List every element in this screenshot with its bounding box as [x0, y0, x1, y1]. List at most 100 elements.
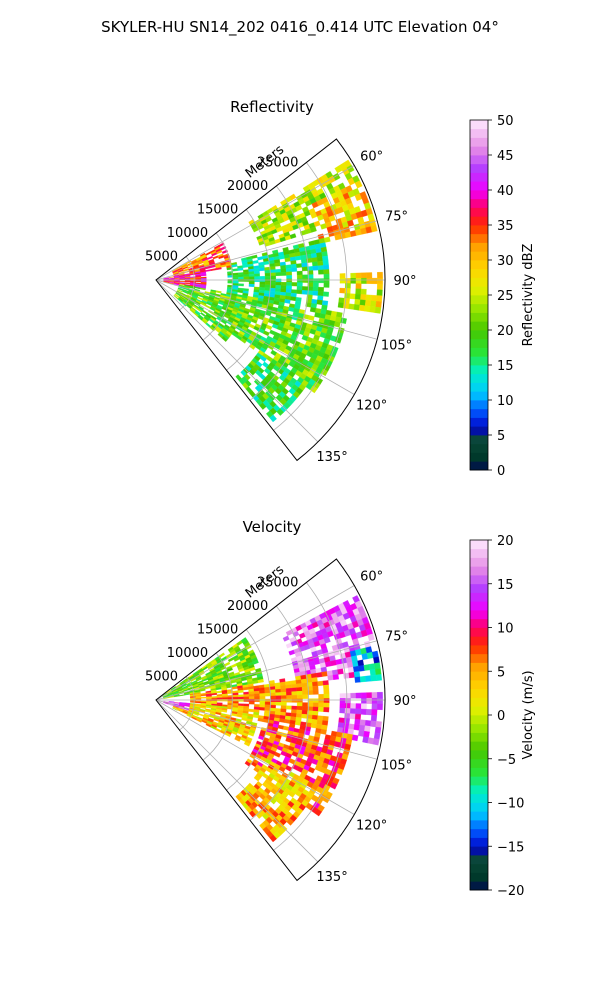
echo-cell-663 [366, 709, 372, 716]
echo-cell-536 [344, 283, 351, 289]
azimuth-gridline-4 [155, 279, 355, 395]
echo-cell-751 [343, 722, 350, 729]
echo-cell-433 [312, 265, 319, 271]
echo-cell-474 [286, 275, 293, 280]
echo-cell-750 [337, 722, 345, 729]
echo-cell-570 [318, 693, 325, 699]
echo-cell-505 [313, 278, 319, 283]
echo-cell-533 [232, 694, 239, 698]
echo-cell-430 [291, 267, 298, 272]
figure-title: SKYLER-HU SN14_202 0416_0.414 UTC Elevat… [101, 18, 499, 37]
echo-cell-1213 [269, 797, 277, 805]
azimuth-gridline-3 [155, 279, 378, 340]
echo-cell-566 [286, 695, 293, 700]
colorbar-tick-label: −15 [497, 840, 524, 855]
echo-cell-506 [318, 278, 325, 284]
sector-frame [155, 558, 386, 882]
echo-cell-749 [308, 315, 315, 321]
echo-cell-954 [263, 330, 270, 337]
echo-cell-555 [302, 286, 308, 291]
azimuth-tick-label: 135° [316, 870, 347, 885]
echo-field [162, 595, 383, 843]
echo-cell-586 [349, 293, 356, 300]
colorbar-swatch [470, 662, 488, 672]
echo-cell-538 [259, 693, 266, 697]
echo-cell-514 [371, 277, 378, 285]
echo-cell-588 [360, 294, 367, 301]
azimuth-tick-label: 60° [360, 150, 383, 165]
echo-cell-497 [317, 680, 324, 686]
echo-cell-636 [195, 701, 202, 704]
echo-cell-1085 [234, 736, 241, 742]
echo-cell-306 [257, 256, 264, 261]
colorbar-swatch [470, 548, 488, 558]
colorbar-swatch [470, 688, 488, 698]
colorbar-swatch [470, 758, 488, 768]
echo-cell-621 [280, 702, 287, 706]
colorbar-swatch [470, 566, 488, 576]
colorbar-swatch [470, 347, 488, 357]
echo-cell-515 [269, 689, 276, 694]
echo-cell-524 [248, 281, 255, 285]
colorbar-swatch [470, 365, 488, 375]
echo-cell-502 [370, 674, 377, 682]
echo-cell-816 [351, 734, 359, 742]
colorbar-swatch [470, 846, 488, 856]
echo-cell-819 [372, 738, 380, 746]
echo-cell-277 [251, 254, 258, 259]
azimuth-gridline-3 [155, 699, 378, 760]
echo-cell-423 [248, 271, 255, 275]
echo-cell-664 [371, 709, 378, 716]
echo-cell-86 [224, 661, 231, 667]
echo-cell-555 [222, 697, 228, 700]
echo-cell-593 [270, 698, 276, 703]
echo-cell-498 [322, 680, 329, 686]
echo-cell-451 [275, 272, 282, 276]
echo-cell-415 [346, 661, 354, 669]
echo-cell-393 [179, 694, 185, 697]
colorbar-swatch [470, 592, 488, 602]
echo-cell-661 [355, 708, 362, 715]
echo-cell-658 [339, 707, 346, 714]
echo-cell-478 [323, 273, 330, 279]
echo-cell-491 [285, 684, 292, 689]
colorbar-swatch [470, 793, 488, 803]
echo-cell-939 [198, 713, 205, 717]
echo-cell-476 [302, 274, 309, 279]
echo-cell-583 [317, 291, 324, 297]
echo-cell-567 [291, 694, 298, 699]
echo-cell-607 [371, 697, 378, 705]
echo-cell-1076 [172, 707, 178, 711]
echo-cell-853 [199, 709, 206, 713]
echo-cell-1086 [243, 741, 251, 747]
echo-cell-1255 [269, 414, 277, 423]
echo-cell-446 [243, 274, 250, 278]
colorbar-swatch [470, 680, 488, 690]
echo-cell-535 [243, 694, 250, 698]
echo-cell-429 [285, 267, 292, 273]
echo-cell-648 [270, 704, 276, 709]
range-ring-4 [273, 162, 348, 431]
echo-cell-1082 [215, 727, 222, 733]
echo-cell-457 [323, 269, 330, 275]
colorbar-swatch [470, 277, 488, 287]
azimuth-gridline-5 [155, 279, 319, 443]
colorbar-swatch [470, 732, 488, 742]
echo-cell-450 [270, 272, 276, 277]
echo-cell-681 [296, 709, 303, 715]
echo-cell-518 [285, 687, 292, 693]
echo-cell-718 [343, 717, 350, 724]
echo-cell-424 [253, 270, 260, 275]
colorbar-swatch [470, 120, 488, 130]
echo-cell-588 [243, 699, 250, 702]
echo-cell-447 [248, 273, 255, 277]
echo-cell-592 [264, 698, 271, 703]
echo-cell-617 [370, 300, 377, 308]
echo-cell-294 [370, 224, 378, 233]
echo-cell-903 [265, 324, 273, 331]
echo-cell-771 [252, 714, 259, 719]
colorbar-swatch [470, 741, 488, 751]
azimuth-tick-label: 75° [385, 210, 408, 225]
echo-cell-643 [337, 302, 345, 309]
colorbar-swatch [470, 137, 488, 147]
